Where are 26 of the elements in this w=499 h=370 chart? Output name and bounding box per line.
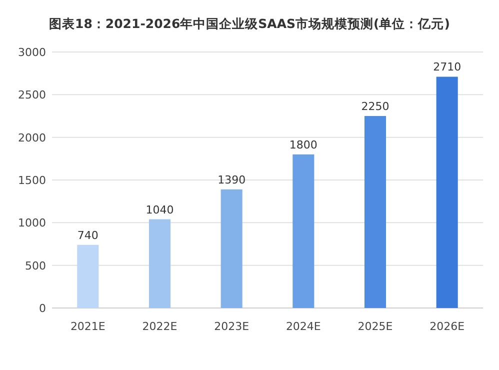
chart-title: 图表18：2021-2026年中国企业级SAAS市场规模预测(单位：亿元) <box>49 16 450 31</box>
x-tick-label: 2025E <box>358 320 393 333</box>
bar <box>220 189 242 308</box>
data-label: 2250 <box>361 100 390 113</box>
y-tick-label: 500 <box>25 259 46 272</box>
data-label: 2710 <box>433 60 462 74</box>
bar <box>77 244 99 308</box>
data-label: 1800 <box>289 138 318 152</box>
y-tick-label: 2500 <box>18 88 46 102</box>
bar <box>364 116 386 308</box>
y-tick-label: 2000 <box>18 131 46 144</box>
y-tick-label: 3000 <box>18 46 46 59</box>
bar <box>148 219 171 308</box>
x-tick-label: 2022E <box>142 320 178 333</box>
data-label: 1040 <box>146 203 174 216</box>
x-tick-label: 2023E <box>214 320 250 333</box>
bar <box>436 76 458 308</box>
y-tick-label: 0 <box>39 302 46 315</box>
x-tick-label: 2026E <box>430 320 465 333</box>
x-tick-label: 2021E <box>70 320 106 333</box>
data-label: 1390 <box>218 173 246 186</box>
y-tick-label: 1000 <box>18 216 46 230</box>
x-tick-label: 2024E <box>286 320 321 333</box>
data-label: 740 <box>77 228 98 242</box>
y-tick-label: 1500 <box>18 174 46 187</box>
bar <box>292 154 314 308</box>
